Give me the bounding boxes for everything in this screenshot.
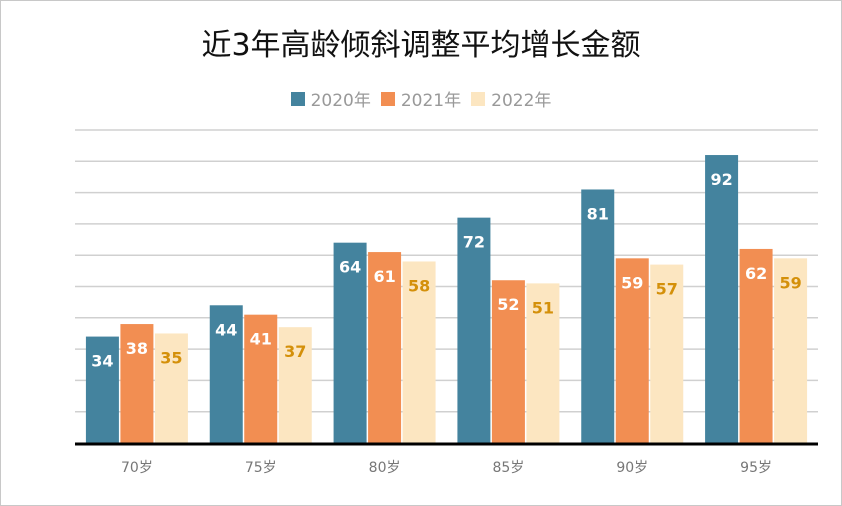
bar: [85, 336, 119, 443]
x-tick-label: 70岁: [121, 460, 153, 476]
x-tick-label: 85岁: [493, 460, 525, 476]
bar: [120, 324, 154, 443]
data-label: 38: [126, 339, 148, 358]
chart-title: 近3年高龄倾斜调整平均增长金额: [201, 28, 641, 63]
bar: [402, 261, 436, 443]
legend-label: 2021年: [400, 91, 462, 111]
bar: [739, 248, 773, 443]
bar: [154, 333, 188, 443]
bar: [650, 264, 684, 443]
data-label: 92: [710, 170, 732, 189]
data-label: 51: [532, 298, 554, 317]
x-tick-label: 75岁: [245, 460, 277, 476]
data-label: 34: [91, 352, 113, 371]
x-tick-label: 95岁: [740, 460, 772, 476]
legend-item: 2022年: [471, 86, 551, 111]
legend-item: 2020年: [290, 86, 371, 111]
bar: [615, 258, 649, 443]
data-label: 81: [587, 204, 609, 223]
bar: [368, 252, 402, 443]
legend-swatch: [471, 91, 486, 106]
bar: [278, 327, 312, 443]
bar: [209, 305, 243, 443]
legend-item: 2021年: [380, 86, 462, 111]
legend: 2020年 2021年 2022年: [0, 86, 842, 111]
data-label: 35: [160, 348, 182, 367]
x-tick-label: 80岁: [369, 460, 401, 476]
data-label: 58: [408, 276, 430, 295]
data-label: 62: [745, 264, 767, 283]
data-label: 59: [621, 273, 643, 292]
data-label: 52: [497, 295, 519, 314]
data-label: 37: [284, 342, 306, 361]
data-label: 57: [656, 280, 678, 299]
bar: [491, 280, 525, 443]
legend-swatch: [290, 91, 305, 106]
data-label: 72: [463, 233, 485, 252]
data-label: 41: [250, 330, 272, 349]
x-tick-label: 90岁: [616, 460, 648, 476]
bar: [774, 258, 808, 443]
bar: [705, 155, 739, 444]
data-label: 64: [339, 258, 361, 277]
legend-label: 2020年: [310, 91, 371, 111]
bar: [526, 283, 560, 443]
legend-label: 2022年: [491, 91, 552, 111]
legend-swatch: [380, 91, 395, 106]
data-label: 61: [373, 267, 395, 286]
data-label: 44: [215, 320, 237, 339]
data-label: 59: [779, 273, 801, 292]
bar: [333, 242, 367, 443]
bar: [244, 314, 278, 443]
bar: [457, 217, 491, 443]
bar: [581, 189, 615, 443]
